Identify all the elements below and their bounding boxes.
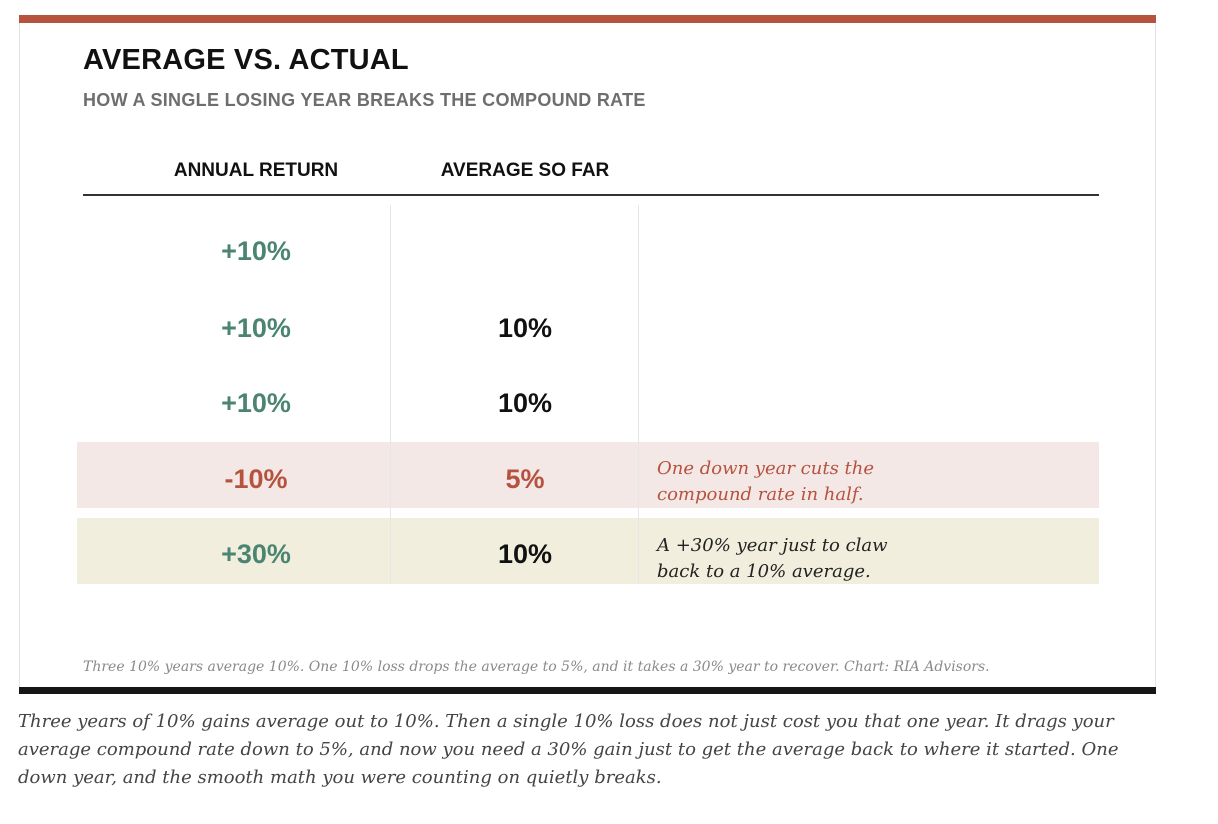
chart-footnote: Three 10% years average 10%. One 10% los…	[83, 659, 990, 675]
chart-subtitle: HOW A SINGLE LOSING YEAR BREAKS THE COMP…	[83, 90, 646, 110]
column-header-average-so-far: AVERAGE SO FAR	[440, 160, 610, 181]
table-cell-average-so-far: 10%	[497, 388, 553, 418]
table-cell-annual-return: +10%	[221, 236, 291, 266]
recovery-annotation-line: A +30% year just to claw	[657, 535, 888, 556]
bottom-rule	[19, 687, 1156, 694]
recovery-annotation: A +30% year just to claw back to a 10% a…	[657, 533, 917, 585]
recovery-row-highlight	[77, 518, 1099, 584]
table-cell-average-so-far: 10%	[497, 539, 553, 569]
chart-card	[19, 15, 1156, 693]
chart-title: AVERAGE VS. ACTUAL	[83, 44, 409, 76]
table-cell-average-so-far: 5%	[505, 464, 545, 494]
loss-annotation: One down year cuts the compound rate in …	[657, 456, 917, 508]
loss-row-highlight	[77, 442, 1099, 508]
loss-annotation-line: compound rate in half.	[657, 484, 864, 505]
table-cell-average-so-far: 10%	[497, 313, 553, 343]
header-rule	[83, 194, 1099, 196]
recovery-annotation-line: back to a 10% average.	[657, 561, 871, 582]
table-cell-annual-return: +10%	[221, 388, 291, 418]
article-caption: Three years of 10% gains average out to …	[18, 711, 1119, 788]
column-divider	[638, 205, 639, 584]
table-cell-annual-return: +30%	[221, 539, 291, 569]
column-header-annual-return: ANNUAL RETURN	[173, 160, 339, 181]
loss-annotation-line: One down year cuts the	[657, 458, 875, 479]
table-cell-annual-return: -10%	[224, 464, 288, 494]
top-accent-bar	[19, 15, 1156, 23]
column-divider	[390, 205, 391, 584]
table-cell-annual-return: +10%	[221, 313, 291, 343]
